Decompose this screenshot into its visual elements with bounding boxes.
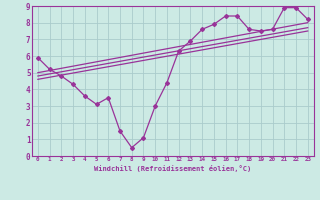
X-axis label: Windchill (Refroidissement éolien,°C): Windchill (Refroidissement éolien,°C) <box>94 165 252 172</box>
